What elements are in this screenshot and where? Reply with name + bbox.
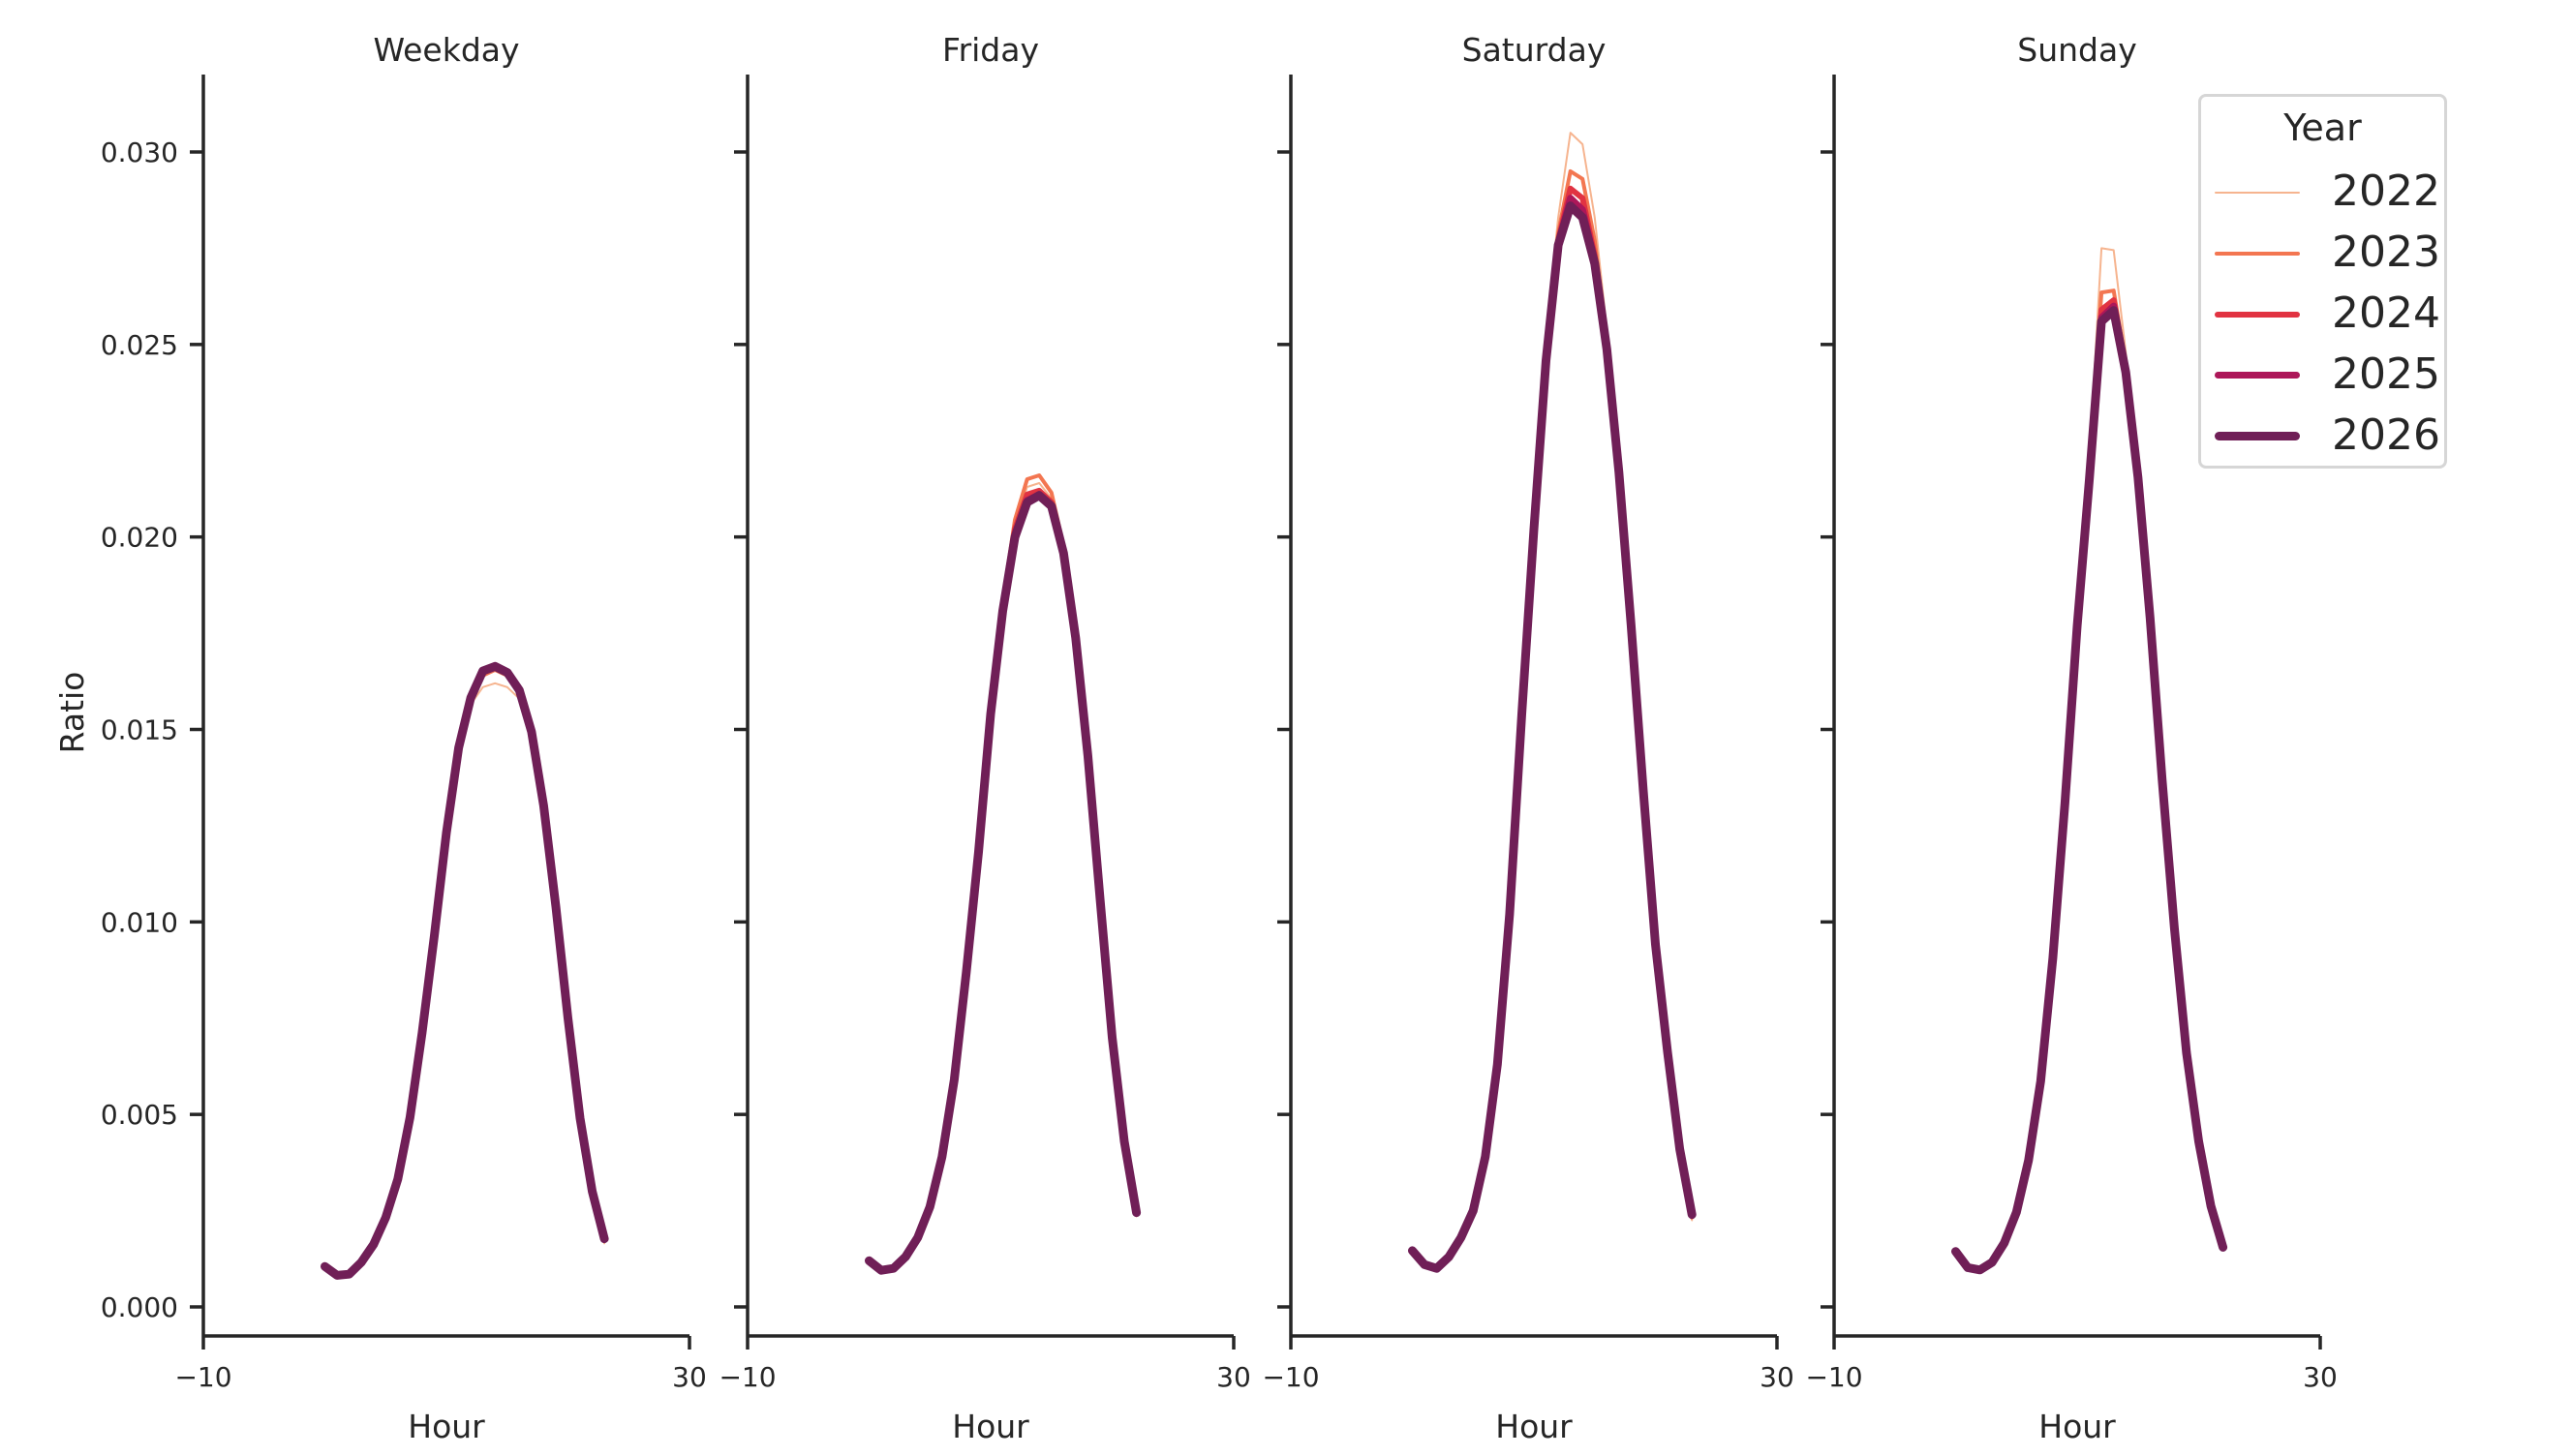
legend: Year 2022 2023 2024 2025 2026 — [2198, 94, 2447, 469]
x-axis-label: Hour — [2038, 1408, 2116, 1445]
x-tick-label: −10 — [1262, 1361, 1319, 1393]
panel-saturday: Saturday −10 30 Hour — [1262, 31, 1793, 1445]
legend-label-2023: 2023 — [2332, 228, 2440, 277]
x-axis-label: Hour — [408, 1408, 485, 1445]
y-tick-label: 0.025 — [101, 329, 178, 361]
y-axis-label: Ratio — [53, 672, 91, 754]
panel-friday: Friday −10 30 Hour — [719, 31, 1250, 1445]
x-tick-label: 30 — [1760, 1361, 1794, 1393]
panel-weekday: Weekday 0.000 0.005 0.010 0.015 0.020 0.025 0.0… — [101, 31, 707, 1445]
series-line-2022 — [1954, 247, 2224, 1274]
series-line-2024 — [1409, 185, 1696, 1272]
legend-label-2022: 2022 — [2332, 167, 2440, 216]
x-tick-label: 30 — [672, 1361, 707, 1393]
x-tick-label: 30 — [2303, 1361, 2338, 1393]
x-tick-label: −10 — [174, 1361, 231, 1393]
panel-sunday: Sunday −10 30 Hour — [1805, 31, 2337, 1445]
legend-swatch-2025 — [2215, 372, 2300, 379]
x-tick-label: 30 — [1216, 1361, 1251, 1393]
legend-label-2024: 2024 — [2332, 288, 2440, 338]
chart-panels: Weekday 0.000 0.005 0.010 0.015 0.020 0.025 0.0… — [101, 31, 2338, 1445]
legend-item-2025: 2025 — [2201, 348, 2444, 406]
series-line-2026 — [1408, 201, 1697, 1273]
y-tick-label: 0.030 — [101, 136, 178, 168]
y-tick-label: 0.010 — [101, 906, 178, 938]
y-tick-label: 0.000 — [101, 1291, 178, 1323]
x-tick-label: −10 — [1805, 1361, 1862, 1393]
series-line-2025 — [1409, 195, 1696, 1272]
legend-swatch-2026 — [2215, 432, 2300, 440]
series-line-2026 — [1951, 306, 2228, 1275]
legend-item-2026: 2026 — [2201, 409, 2444, 467]
legend-swatch-2022 — [2215, 192, 2300, 194]
series-line-2026 — [865, 491, 1142, 1275]
series-line-2026 — [321, 661, 609, 1280]
legend-swatch-2024 — [2215, 312, 2300, 318]
panel-title: Weekday — [373, 31, 519, 69]
x-axis-label: Hour — [1495, 1408, 1573, 1445]
legend-item-2024: 2024 — [2201, 287, 2444, 345]
legend-swatch-2023 — [2215, 252, 2300, 256]
legend-label-2026: 2026 — [2332, 410, 2440, 460]
panel-title: Saturday — [1462, 31, 1607, 69]
legend-item-2022: 2022 — [2201, 165, 2444, 223]
y-tick-label: 0.015 — [101, 714, 178, 746]
legend-label-2025: 2025 — [2332, 349, 2440, 399]
x-axis-label: Hour — [952, 1408, 1029, 1445]
legend-title: Year — [2283, 106, 2362, 149]
panel-title: Sunday — [2017, 31, 2136, 69]
panel-title: Friday — [942, 31, 1039, 69]
y-tick-label: 0.005 — [101, 1099, 178, 1131]
x-tick-label: −10 — [719, 1361, 776, 1393]
y-tick-label: 0.020 — [101, 522, 178, 554]
legend-item-2023: 2023 — [2201, 226, 2444, 284]
